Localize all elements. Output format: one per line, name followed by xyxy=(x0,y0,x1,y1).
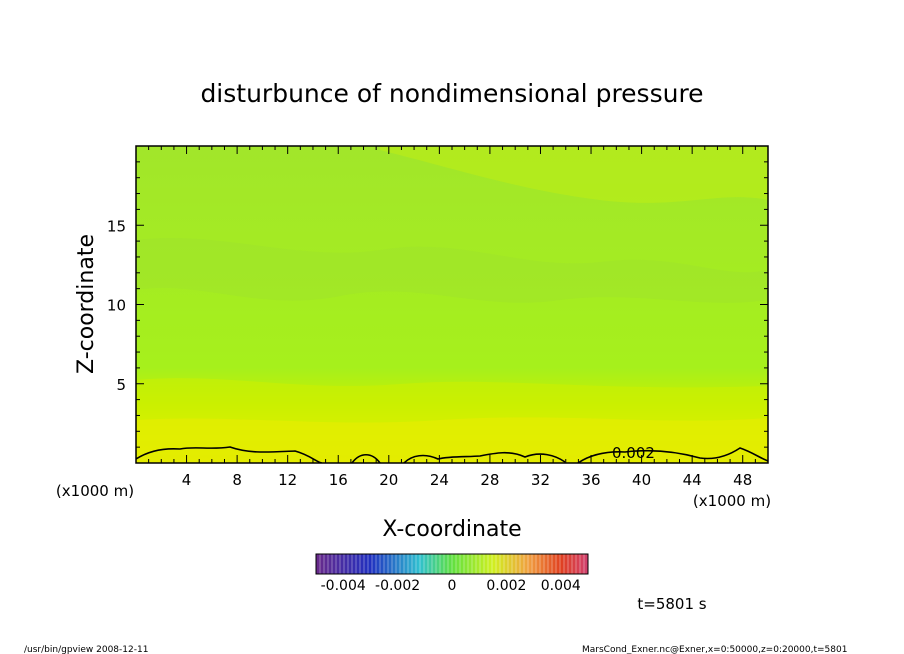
x-tick-label: 40 xyxy=(632,471,651,489)
x-tick-label: 44 xyxy=(683,471,702,489)
z-unit-label: (x1000 m) xyxy=(56,482,134,500)
y-tick-label: 10 xyxy=(107,297,126,315)
colorbar-tick-label: -0.004 xyxy=(321,578,366,594)
footer-left: /usr/bin/gpview 2008-12-11 xyxy=(24,645,148,654)
colorbar-tick-label: 0.002 xyxy=(486,578,526,594)
time-label: t=5801 s xyxy=(637,595,706,613)
colorbar-gradient xyxy=(316,554,588,574)
x-tick-label: 48 xyxy=(733,471,752,489)
x-tick-label: 36 xyxy=(581,471,600,489)
y-axis-label: Z-coordinate xyxy=(74,234,99,374)
x-tick-label: 16 xyxy=(329,471,348,489)
x-tick-label: 24 xyxy=(430,471,449,489)
plot-field xyxy=(136,146,768,463)
x-tick-label: 4 xyxy=(182,471,192,489)
chart-title: disturbunce of nondimensional pressure xyxy=(200,79,703,108)
colorbar-tick-label: 0 xyxy=(448,578,457,594)
y-tick-label: 5 xyxy=(116,376,126,394)
colorbar: -0.004 -0.002 0 0.002 0.004 xyxy=(315,553,589,594)
x-tick-label: 8 xyxy=(232,471,242,489)
colorbar-tick-label: -0.002 xyxy=(375,578,420,594)
x-tick-label: 20 xyxy=(379,471,398,489)
contour-label: 0.002 xyxy=(612,444,655,462)
x-tick-label: 32 xyxy=(531,471,550,489)
x-tick-label: 28 xyxy=(480,471,499,489)
x-axis-label: X-coordinate xyxy=(382,517,521,542)
footer-right: MarsCond_Exner.nc@Exner,x=0:50000,z=0:20… xyxy=(582,645,847,654)
colorbar-tick-label: 0.004 xyxy=(541,578,581,594)
x-unit-label: (x1000 m) xyxy=(693,492,771,510)
x-tick-label: 12 xyxy=(278,471,297,489)
y-tick-label: 15 xyxy=(107,217,126,235)
